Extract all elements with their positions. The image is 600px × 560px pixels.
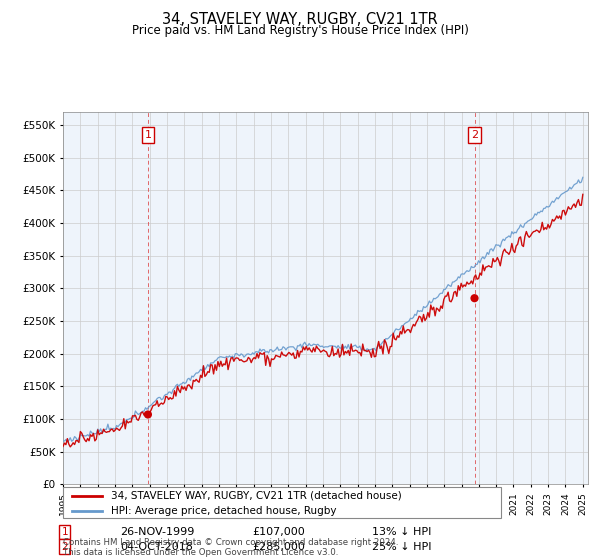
Text: 04-OCT-2018: 04-OCT-2018 xyxy=(120,542,193,552)
Text: 2: 2 xyxy=(61,542,68,552)
Text: HPI: Average price, detached house, Rugby: HPI: Average price, detached house, Rugb… xyxy=(111,506,337,516)
Point xyxy=(470,293,479,302)
Text: 1: 1 xyxy=(61,527,68,537)
Text: £107,000: £107,000 xyxy=(252,527,305,537)
Text: 25% ↓ HPI: 25% ↓ HPI xyxy=(372,542,431,552)
FancyBboxPatch shape xyxy=(63,487,501,518)
Text: Price paid vs. HM Land Registry's House Price Index (HPI): Price paid vs. HM Land Registry's House … xyxy=(131,24,469,36)
Text: Contains HM Land Registry data © Crown copyright and database right 2024.
This d: Contains HM Land Registry data © Crown c… xyxy=(63,538,398,557)
Text: 34, STAVELEY WAY, RUGBY, CV21 1TR: 34, STAVELEY WAY, RUGBY, CV21 1TR xyxy=(162,12,438,27)
Text: 2: 2 xyxy=(471,130,478,140)
Text: 26-NOV-1999: 26-NOV-1999 xyxy=(120,527,194,537)
Text: £285,000: £285,000 xyxy=(252,542,305,552)
Text: 13% ↓ HPI: 13% ↓ HPI xyxy=(372,527,431,537)
Point xyxy=(143,410,153,419)
Text: 34, STAVELEY WAY, RUGBY, CV21 1TR (detached house): 34, STAVELEY WAY, RUGBY, CV21 1TR (detac… xyxy=(111,491,402,501)
Text: 1: 1 xyxy=(145,130,151,140)
